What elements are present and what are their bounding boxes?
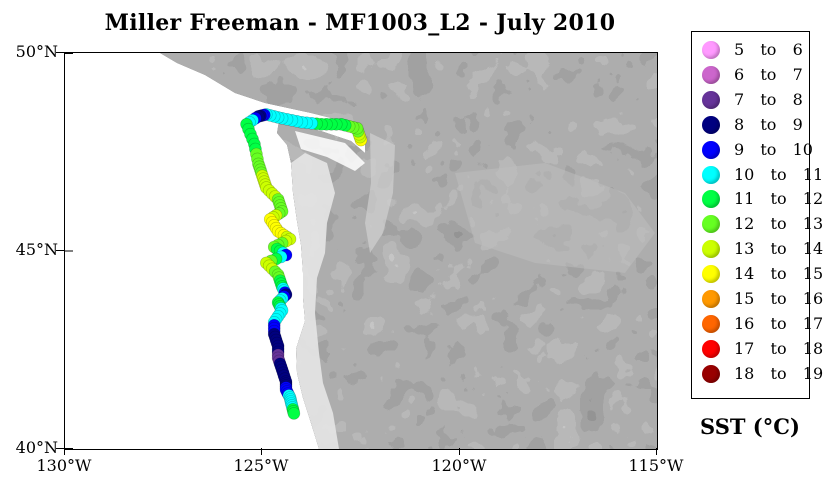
legend-title: SST (°C)	[700, 414, 800, 439]
legend-swatch-icon	[702, 265, 720, 284]
map-canvas	[65, 53, 657, 449]
legend-label: 13 to 14	[734, 239, 824, 259]
legend-item: 6 to 7	[692, 63, 809, 87]
legend-item: 17 to 18	[692, 337, 823, 361]
legend-swatch-icon	[702, 290, 720, 308]
legend-label: 18 to 19	[734, 363, 824, 383]
legend-item: 16 to 17	[692, 312, 823, 336]
x-tick-label: 130°W	[36, 456, 92, 475]
sst-sample-point	[287, 407, 301, 420]
x-tick-label: 125°W	[233, 456, 289, 475]
legend-item: 10 to 11	[692, 163, 823, 187]
y-tickmarks	[65, 53, 73, 449]
legend-item: 13 to 14	[692, 237, 823, 261]
x-tick-label: 115°W	[628, 456, 684, 475]
legend-swatch-icon	[702, 190, 720, 209]
legend-swatch-icon	[702, 339, 720, 358]
legend-swatch-icon	[702, 240, 720, 259]
legend-item: 5 to 6	[692, 38, 809, 62]
legend-swatch-icon	[702, 165, 720, 184]
legend-label: 17 to 18	[734, 338, 824, 358]
legend-item: 8 to 9	[692, 113, 809, 137]
legend-label: 14 to 15	[734, 264, 824, 284]
legend-item: 18 to 19	[692, 362, 823, 386]
x-tick-label: 120°W	[431, 456, 487, 475]
legend-label: 9 to 10	[734, 139, 813, 159]
legend-swatch-icon	[702, 41, 720, 59]
legend-label: 8 to 9	[734, 114, 803, 134]
legend-item: 14 to 15	[692, 262, 823, 286]
y-tick-label: 40°N	[15, 438, 58, 457]
legend-label: 5 to 6	[734, 40, 803, 59]
y-tick-label: 50°N	[15, 42, 58, 61]
legend-label: 10 to 11	[734, 164, 824, 184]
legend-swatch-icon	[702, 314, 720, 333]
legend-swatch-icon	[702, 65, 720, 84]
legend-swatch-icon	[702, 364, 720, 383]
legend-label: 16 to 17	[734, 313, 824, 333]
cascade-range-highlight	[365, 133, 395, 253]
legend-label: 6 to 7	[734, 64, 803, 84]
legend-item: 7 to 8	[692, 88, 809, 112]
legend-swatch-icon	[702, 140, 720, 159]
legend-label: 11 to 12	[734, 189, 824, 209]
strait-water	[295, 131, 365, 171]
y-tick-label: 45°N	[15, 240, 58, 259]
ship-track	[240, 108, 368, 420]
legend-item: 12 to 13	[692, 212, 823, 236]
legend-swatch-icon	[702, 90, 720, 109]
sst-legend: 5 to 6 6 to 7 7 to 8 8 to 9 9 to 10 10 to 11 1…	[691, 31, 823, 399]
legend-item: 15 to 16	[692, 287, 823, 311]
legend-swatch-icon	[702, 115, 720, 134]
map-title: Miller Freeman - MF1003_L2 - July 2010	[104, 10, 616, 36]
map-plot-area	[64, 52, 658, 450]
legend-label: 12 to 13	[734, 214, 824, 234]
legend-label: 15 to 16	[734, 289, 824, 308]
coastal-range-highlight	[291, 153, 339, 449]
legend-swatch-icon	[702, 215, 720, 234]
plateau-highlight	[455, 163, 655, 273]
legend-item: 9 to 10	[692, 138, 813, 162]
legend-label: 7 to 8	[734, 89, 803, 109]
legend-item: 11 to 12	[692, 187, 823, 211]
